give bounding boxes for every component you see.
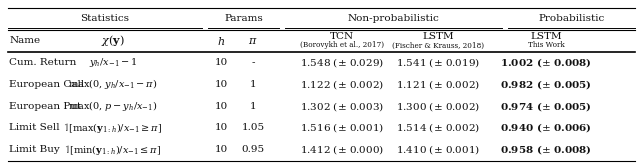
Text: 0.940 ($\pm$ 0.006): 0.940 ($\pm$ 0.006)	[500, 121, 592, 134]
Text: Non-probabilistic: Non-probabilistic	[348, 14, 439, 23]
Text: 1.002 ($\pm$ 0.008): 1.002 ($\pm$ 0.008)	[500, 56, 592, 69]
Text: 1.121 ($\pm$ 0.002): 1.121 ($\pm$ 0.002)	[396, 78, 480, 91]
Text: TCN: TCN	[330, 32, 355, 41]
Text: $\mathbb{1}$[max($\mathbf{y}_{1:h}$)/$x_{-1} \geq \pi$]: $\mathbb{1}$[max($\mathbf{y}_{1:h}$)/$x_…	[63, 121, 163, 135]
Text: LSTM: LSTM	[531, 32, 562, 41]
Text: $\chi(\mathbf{y})$: $\chi(\mathbf{y})$	[101, 33, 125, 48]
Text: 1.548 ($\pm$ 0.029): 1.548 ($\pm$ 0.029)	[300, 56, 384, 69]
Text: 10: 10	[214, 145, 228, 154]
Text: 0.974 ($\pm$ 0.005): 0.974 ($\pm$ 0.005)	[500, 100, 592, 113]
Text: 10: 10	[214, 80, 228, 89]
Text: (Fischer & Krauss, 2018): (Fischer & Krauss, 2018)	[392, 41, 484, 49]
Text: (Borovykh et al., 2017): (Borovykh et al., 2017)	[300, 41, 385, 49]
Text: 1.300 ($\pm$ 0.002): 1.300 ($\pm$ 0.002)	[396, 100, 480, 113]
Text: Probabilistic: Probabilistic	[539, 14, 605, 23]
Text: Params: Params	[224, 14, 263, 23]
Text: 1.05: 1.05	[241, 123, 265, 132]
Text: -: -	[252, 58, 255, 67]
Text: 1.302 ($\pm$ 0.003): 1.302 ($\pm$ 0.003)	[300, 100, 385, 113]
Text: 0.95: 0.95	[241, 145, 265, 154]
Text: $\pi$: $\pi$	[248, 36, 258, 46]
Text: Cum. Return: Cum. Return	[9, 58, 76, 67]
Text: 1.410 ($\pm$ 0.001): 1.410 ($\pm$ 0.001)	[396, 143, 480, 156]
Text: European Call: European Call	[9, 80, 84, 89]
Text: 1: 1	[250, 102, 257, 111]
Text: $y_h/x_{-1} - 1$: $y_h/x_{-1} - 1$	[89, 56, 137, 69]
Text: Statistics: Statistics	[81, 14, 129, 23]
Text: Name: Name	[9, 36, 40, 45]
Text: $\mathbb{1}$[min($\mathbf{y}_{1:h}$)/$x_{-1} \leq \pi$]: $\mathbb{1}$[min($\mathbf{y}_{1:h}$)/$x_…	[64, 143, 161, 157]
Text: 0.958 ($\pm$ 0.008): 0.958 ($\pm$ 0.008)	[500, 143, 592, 156]
Text: LSTM: LSTM	[422, 32, 454, 41]
Text: 1.122 ($\pm$ 0.002): 1.122 ($\pm$ 0.002)	[300, 78, 385, 91]
Text: This Work: This Work	[528, 41, 564, 49]
Text: 1.412 ($\pm$ 0.000): 1.412 ($\pm$ 0.000)	[300, 143, 385, 156]
Text: Limit Sell: Limit Sell	[9, 123, 60, 132]
Text: 10: 10	[214, 123, 228, 132]
Text: $h$: $h$	[217, 35, 225, 47]
Text: European Put: European Put	[9, 102, 81, 111]
Text: 1: 1	[250, 80, 257, 89]
Text: 10: 10	[214, 58, 228, 67]
Text: Limit Buy: Limit Buy	[9, 145, 60, 154]
Text: 0.982 ($\pm$ 0.005): 0.982 ($\pm$ 0.005)	[500, 78, 592, 91]
Text: max(0, $y_h/x_{-1} - \pi$): max(0, $y_h/x_{-1} - \pi$)	[68, 77, 157, 91]
Text: 1.514 ($\pm$ 0.002): 1.514 ($\pm$ 0.002)	[396, 121, 480, 134]
Text: 1.541 ($\pm$ 0.019): 1.541 ($\pm$ 0.019)	[396, 56, 480, 69]
Text: 10: 10	[214, 102, 228, 111]
Text: max(0, $p - y_h/x_{-1}$): max(0, $p - y_h/x_{-1}$)	[68, 99, 157, 113]
Text: 1.516 ($\pm$ 0.001): 1.516 ($\pm$ 0.001)	[300, 121, 385, 134]
